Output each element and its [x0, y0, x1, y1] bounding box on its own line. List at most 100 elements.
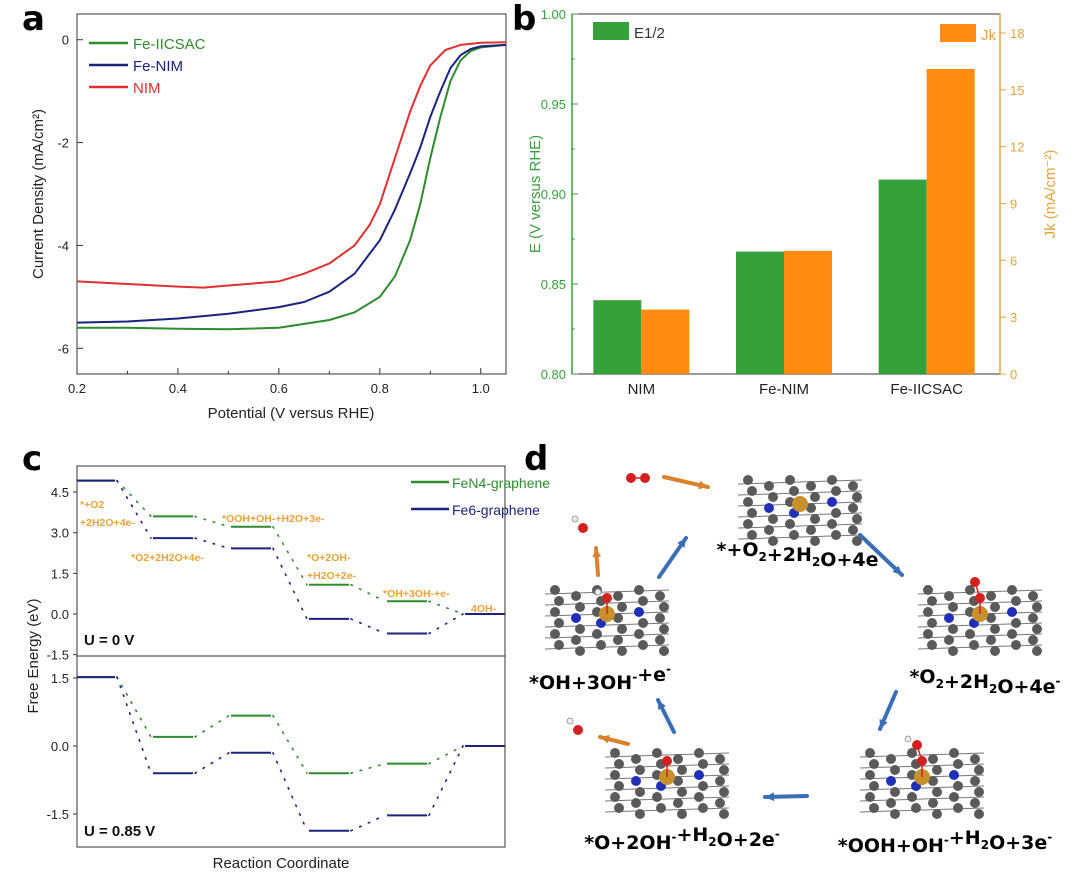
step-annotation: 4OH-	[471, 603, 497, 615]
nitrogen-atom	[631, 776, 641, 786]
hydrogen-atom	[566, 717, 574, 725]
carbon-atom	[944, 635, 954, 645]
carbon-atom	[635, 809, 645, 819]
oxygen-atom	[602, 593, 612, 603]
x-tick-label: 1.0	[472, 381, 490, 396]
slab-state-5	[544, 585, 670, 656]
x-tick-label: 0.8	[371, 381, 389, 396]
carbon-atom	[969, 640, 979, 650]
state-label-part: 2	[759, 550, 767, 564]
carbon-atom	[655, 635, 665, 645]
series-line-nim	[76, 41, 507, 289]
carbon-atom	[571, 591, 581, 601]
connector-dots	[428, 600, 464, 615]
y-tick-label: 1.5	[51, 671, 69, 686]
bond-line	[604, 785, 730, 791]
step-arrow-4-to-5-head	[658, 700, 666, 710]
step-annotation: *OH+3OH-+e-	[383, 588, 450, 600]
x-tick-label: Fe-NIM	[759, 381, 809, 398]
carbon-atom	[965, 629, 975, 639]
nitrogen-atom	[944, 613, 954, 623]
connector-dots	[350, 583, 386, 603]
carbon-atom	[986, 635, 996, 645]
connector-dots	[428, 745, 464, 817]
carbon-atom	[953, 781, 963, 791]
carbon-atom	[715, 798, 725, 808]
state-label-part: *OOH+OH	[838, 835, 944, 857]
carbon-atom	[719, 787, 729, 797]
carbon-atom	[1032, 624, 1042, 634]
chart-c-free-energy: 4.5 3.0 1.5 0.0 -1.5 U = 0 V 1.5 0.0 -1.5 U = 0.8…	[25, 465, 550, 872]
state-label-part: +H	[949, 827, 981, 849]
carbon-atom	[652, 748, 662, 758]
release-arrow-o2-in-head	[698, 480, 708, 490]
carbon-atom	[923, 607, 933, 617]
hydrogen-atom	[904, 735, 912, 743]
state-label-part: +2H	[944, 671, 989, 693]
carbon-atom	[1028, 591, 1038, 601]
carbon-atom	[953, 759, 963, 769]
carbon-atom	[944, 591, 954, 601]
carbon-atom	[827, 519, 837, 529]
state-label-part: 2	[936, 677, 944, 691]
bar-jk-nim	[641, 309, 690, 374]
chart-a-lsv: 0.2 0.4 0.6 0.8 1.0 0 -2 -4 -6 Fe-IICSAC Fe-NIM NI…	[30, 13, 507, 422]
release-arrow-oh-out-1-head	[592, 548, 602, 558]
state-label-part: *+O	[717, 539, 759, 561]
state-label: *OH+3OH-+e-	[529, 662, 671, 694]
y2-tick-label: 12	[1010, 140, 1024, 155]
y-tick-label: 0.0	[51, 739, 69, 754]
carbon-atom	[694, 792, 704, 802]
carbon-atom	[831, 508, 841, 518]
state-label-part: *O	[909, 666, 935, 688]
carbon-atom	[810, 514, 820, 524]
release-arrow-oh-out-2-head	[600, 734, 610, 744]
carbon-atom	[949, 748, 959, 758]
carbon-atom	[974, 787, 984, 797]
panel-label-a: a	[22, 0, 45, 39]
y-axis-label-right: Jk (mA/cm⁻²)	[1042, 150, 1059, 239]
carbon-atom	[768, 492, 778, 502]
carbon-atom	[719, 809, 729, 819]
bond-line	[859, 807, 985, 813]
bond-line	[737, 490, 863, 496]
state-label-part: -	[944, 833, 949, 847]
step-annotation: +2H2O+4e-	[80, 517, 135, 529]
state-label-part: -	[671, 830, 676, 844]
connector-dots	[116, 479, 152, 539]
carbon-atom	[747, 508, 757, 518]
y-tick-label: 0.95	[541, 97, 566, 112]
y2-tick-label: 0	[1010, 367, 1017, 382]
connector-dots	[272, 547, 308, 620]
connector-dots	[428, 613, 464, 635]
carbon-atom	[865, 748, 875, 758]
carbon-atom	[613, 591, 623, 601]
carbon-atom	[698, 759, 708, 769]
y-tick-label: 0	[62, 33, 69, 48]
carbon-atom	[554, 640, 564, 650]
carbon-atom	[990, 646, 1000, 656]
state-label-part: -	[1056, 674, 1061, 688]
carbon-atom	[886, 754, 896, 764]
carbon-atom	[631, 754, 641, 764]
bond-line	[544, 633, 670, 639]
bar-jk-fe-iicsac	[926, 68, 975, 375]
carbon-atom	[990, 602, 1000, 612]
series-line-fe-nim	[76, 43, 507, 324]
carbon-atom	[677, 765, 687, 775]
bar-e12-fe-iicsac	[878, 179, 927, 374]
carbon-atom	[810, 492, 820, 502]
carbon-atom	[659, 646, 669, 656]
y2-tick-label: 3	[1010, 310, 1017, 325]
carbon-atom	[764, 525, 774, 535]
carbon-atom	[634, 629, 644, 639]
bond-line	[604, 807, 730, 813]
carbon-atom	[869, 759, 879, 769]
bond-line	[859, 796, 985, 802]
connector-dots	[350, 618, 386, 635]
carbon-atom	[673, 776, 683, 786]
y-tick-label: 0.0	[51, 607, 69, 622]
panel-label-c: c	[22, 439, 42, 479]
state-label-part: O+4e	[820, 549, 878, 571]
carbon-atom	[638, 596, 648, 606]
